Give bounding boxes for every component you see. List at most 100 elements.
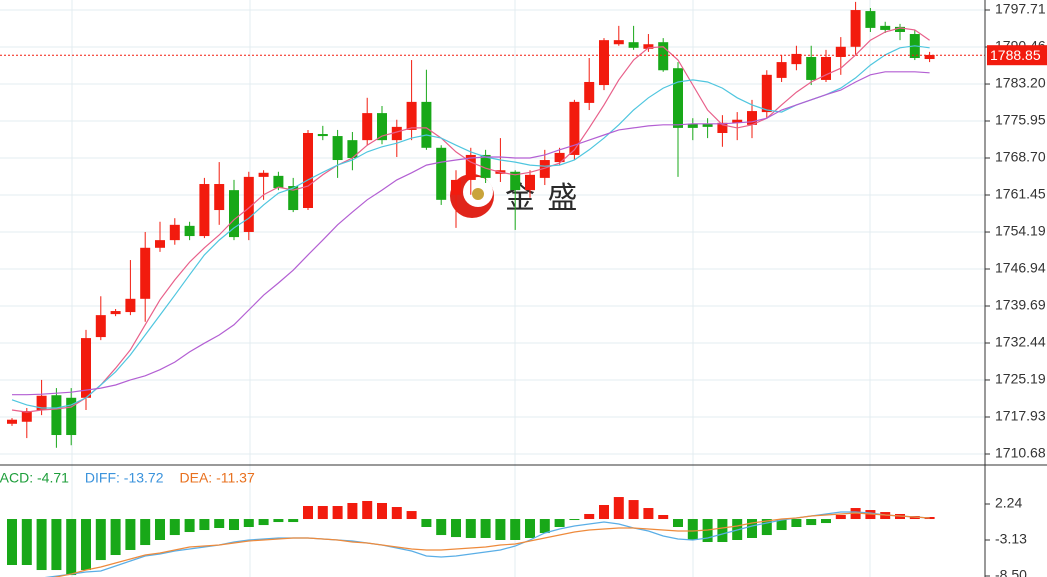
last-price-box bbox=[987, 45, 1047, 66]
candle-body bbox=[110, 311, 121, 315]
candle-body bbox=[613, 40, 624, 45]
candle-body bbox=[7, 419, 17, 424]
macd-legend: MACD: -4.71 DIFF: -13.72 DEA: -11.37 bbox=[0, 470, 255, 486]
candle-body bbox=[140, 247, 151, 299]
macd-bar bbox=[184, 519, 195, 533]
y-tick-label: 1783.20 bbox=[995, 75, 1046, 91]
macd-bar bbox=[599, 505, 609, 520]
moving-average bbox=[11, 27, 930, 413]
macd-bar bbox=[687, 519, 698, 540]
macd-bar bbox=[95, 519, 106, 561]
macd-bar bbox=[628, 500, 639, 520]
candle-body bbox=[258, 172, 269, 177]
y-tick-label: 1775.95 bbox=[995, 112, 1046, 128]
candle-body bbox=[480, 154, 491, 178]
candle-body bbox=[184, 225, 195, 237]
macd-bar bbox=[347, 502, 358, 520]
macd-bar bbox=[21, 519, 32, 566]
candle-body bbox=[673, 68, 683, 128]
y-tick-label: 1797.71 bbox=[995, 1, 1046, 17]
candle-body bbox=[584, 81, 595, 103]
candle-body bbox=[391, 126, 402, 141]
macd-bar bbox=[539, 519, 550, 534]
macd-bar bbox=[273, 519, 284, 523]
candle-body bbox=[539, 160, 550, 178]
candle-body bbox=[835, 46, 846, 57]
candle-body bbox=[317, 134, 328, 137]
macd-bar bbox=[806, 519, 817, 526]
macd-bar bbox=[125, 519, 136, 550]
candle-body bbox=[554, 152, 565, 163]
macd-bar bbox=[835, 514, 846, 520]
candle-body bbox=[821, 56, 831, 80]
candle-body bbox=[377, 113, 387, 141]
y-tick-label: 1761.45 bbox=[995, 186, 1046, 202]
candle-body bbox=[791, 53, 802, 65]
candle-body bbox=[95, 315, 106, 338]
macd-bar bbox=[821, 519, 831, 524]
price-grid bbox=[0, 9, 985, 455]
candle-body bbox=[717, 122, 728, 134]
candle-body bbox=[747, 111, 757, 125]
candle-body bbox=[865, 11, 876, 28]
macd-bar bbox=[525, 519, 535, 538]
macd-bar bbox=[66, 519, 77, 576]
candle-body bbox=[510, 171, 521, 191]
legend-label: DIFF: -13.72 bbox=[85, 470, 164, 486]
candle-body bbox=[362, 113, 373, 141]
macd-bar bbox=[36, 519, 47, 571]
price-panel bbox=[0, 1, 985, 448]
macd-bar bbox=[81, 519, 91, 571]
macd-bar bbox=[7, 519, 17, 566]
y-tick-label: 1746.94 bbox=[995, 260, 1046, 276]
candle-body bbox=[155, 240, 165, 248]
macd-line bbox=[53, 512, 930, 577]
macd-bar bbox=[747, 519, 757, 538]
y-tick-label: 1710.68 bbox=[995, 445, 1046, 461]
moving-average bbox=[11, 45, 930, 409]
macd-bar bbox=[317, 506, 328, 520]
y-tick-label: -8.50 bbox=[995, 567, 1027, 577]
macd-bar bbox=[554, 519, 565, 527]
candle-body bbox=[628, 42, 639, 48]
macd-bar bbox=[421, 519, 432, 527]
candle-body bbox=[702, 123, 713, 127]
y-axis: 1797.711790.461783.201775.951768.701761.… bbox=[985, 1, 1047, 577]
macd-bar bbox=[332, 506, 343, 520]
macd-bar bbox=[569, 519, 580, 521]
candle-body bbox=[288, 186, 299, 211]
macd-panel bbox=[7, 497, 935, 577]
macd-bar bbox=[377, 502, 387, 520]
candle-body bbox=[924, 54, 935, 60]
macd-bar bbox=[214, 519, 225, 528]
candle-body bbox=[332, 136, 343, 161]
macd-bar bbox=[140, 519, 151, 546]
candle-body bbox=[169, 224, 180, 241]
y-tick-label: 1768.70 bbox=[995, 149, 1046, 165]
macd-bar bbox=[258, 519, 269, 526]
candle-body bbox=[66, 397, 77, 436]
macd-bar bbox=[761, 519, 772, 536]
candle-body bbox=[229, 190, 239, 238]
candle-body bbox=[36, 395, 47, 411]
candle-body bbox=[465, 154, 476, 180]
candle-body bbox=[850, 10, 861, 47]
candle-body bbox=[599, 40, 609, 86]
candle-body bbox=[273, 175, 284, 189]
macd-bar bbox=[510, 519, 521, 540]
macd-bar bbox=[451, 519, 461, 538]
macd-bar bbox=[391, 507, 402, 520]
macd-bar bbox=[658, 514, 669, 520]
macd-bar bbox=[465, 519, 476, 538]
candle-body bbox=[643, 44, 654, 49]
time-grid bbox=[71, 0, 871, 577]
macd-bar bbox=[717, 519, 728, 543]
macd-bar bbox=[199, 519, 210, 531]
candle-body bbox=[51, 395, 62, 436]
candle-body bbox=[880, 25, 891, 30]
y-tick-label: 1732.44 bbox=[995, 334, 1046, 350]
macd-bar bbox=[51, 519, 62, 571]
y-tick-label: -3.13 bbox=[995, 531, 1027, 547]
y-tick-label: 1739.69 bbox=[995, 297, 1046, 313]
